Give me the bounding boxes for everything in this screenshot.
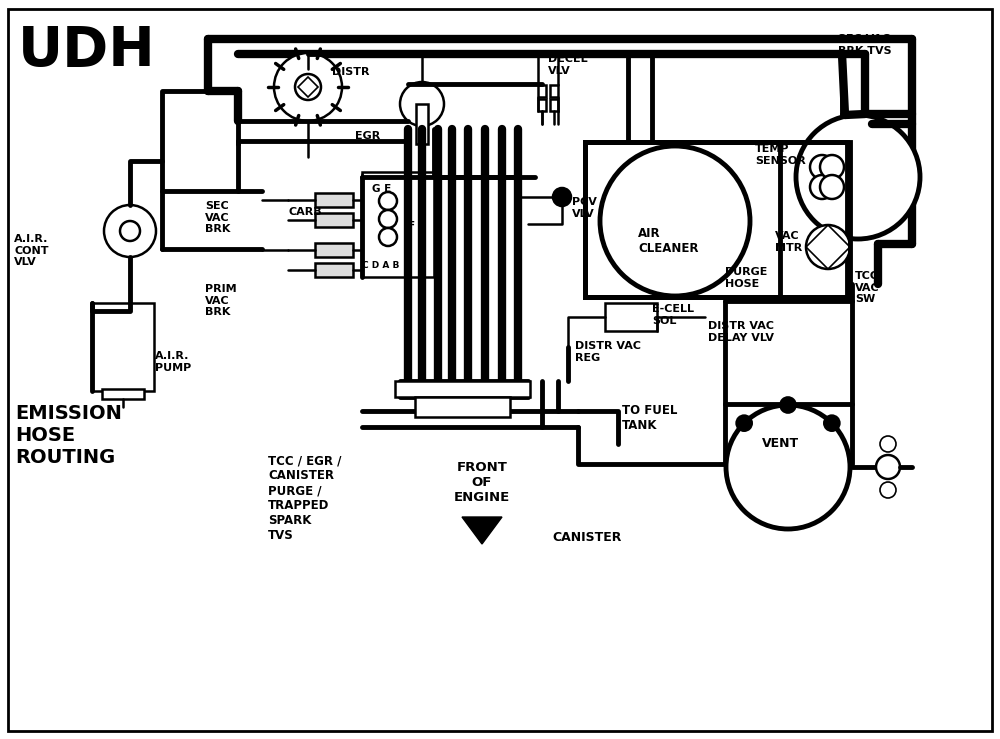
Circle shape	[736, 415, 752, 431]
Bar	[92, 303, 154, 391]
Circle shape	[379, 210, 397, 228]
Text: TEMP
SENSOR: TEMP SENSOR	[755, 144, 806, 166]
Circle shape	[726, 405, 850, 529]
Text: C D A B: C D A B	[362, 261, 399, 270]
Text: DISTR VAC
DELAY VLV: DISTR VAC DELAY VLV	[708, 321, 774, 343]
Bar	[102, 389, 144, 399]
Text: TCC
VAC
SW: TCC VAC SW	[855, 271, 880, 304]
Circle shape	[810, 229, 834, 253]
Text: CANISTER: CANISTER	[552, 531, 621, 544]
Circle shape	[820, 175, 844, 199]
Circle shape	[810, 155, 834, 179]
Text: A.I.R.
PUMP: A.I.R. PUMP	[155, 351, 191, 372]
Bar	[362, 172, 434, 277]
Text: DISTR: DISTR	[332, 67, 370, 77]
Text: UDH: UDH	[18, 24, 156, 78]
Bar	[415, 397, 510, 417]
Circle shape	[104, 205, 156, 257]
Circle shape	[295, 74, 321, 100]
Circle shape	[824, 415, 840, 431]
Text: PCV
VLV: PCV VLV	[572, 197, 597, 219]
Text: DISTR VAC
REG: DISTR VAC REG	[575, 341, 641, 363]
Bar	[315, 193, 353, 207]
Circle shape	[553, 188, 571, 206]
Bar	[585, 142, 850, 297]
Bar	[585, 142, 780, 297]
Text: PRIM
VAC
BRK: PRIM VAC BRK	[205, 284, 237, 317]
Bar	[395, 381, 530, 397]
Circle shape	[810, 175, 834, 199]
Circle shape	[880, 436, 896, 452]
Bar	[538, 99, 546, 111]
Text: DECEL
VLV: DECEL VLV	[548, 54, 588, 75]
Text: VAC
MTR: VAC MTR	[775, 231, 802, 253]
Circle shape	[379, 228, 397, 246]
Bar	[538, 85, 546, 97]
Circle shape	[274, 53, 342, 121]
Bar	[605, 303, 657, 331]
Polygon shape	[462, 517, 502, 544]
Bar	[585, 142, 847, 297]
Circle shape	[876, 455, 900, 479]
Circle shape	[880, 482, 896, 498]
Circle shape	[600, 146, 750, 296]
Text: FRONT
OF
ENGINE: FRONT OF ENGINE	[454, 461, 510, 504]
Text: SEC
VAC
BRK: SEC VAC BRK	[205, 201, 230, 234]
Bar	[315, 213, 353, 227]
Bar	[416, 104, 428, 144]
Circle shape	[806, 225, 850, 269]
Text: VENT: VENT	[762, 437, 799, 450]
Text: PURGE
HOSE: PURGE HOSE	[725, 267, 767, 289]
Text: A.I.R.
CONT
VLV: A.I.R. CONT VLV	[14, 234, 49, 268]
Text: CARB: CARB	[288, 207, 322, 217]
Text: F: F	[408, 221, 415, 231]
Circle shape	[379, 192, 397, 210]
Text: SEC VAC
BRK TVS: SEC VAC BRK TVS	[838, 34, 892, 55]
Circle shape	[820, 155, 844, 179]
Text: E-CELL
SOL: E-CELL SOL	[652, 304, 694, 326]
Text: EGR: EGR	[355, 131, 380, 141]
Text: EMISSION
HOSE
ROUTING: EMISSION HOSE ROUTING	[15, 404, 122, 467]
Bar	[550, 99, 558, 111]
Text: AIR
CLEANER: AIR CLEANER	[638, 227, 698, 255]
Bar	[550, 85, 558, 97]
Circle shape	[120, 221, 140, 241]
Text: TCC / EGR /
CANISTER
PURGE /
TRAPPED
SPARK
TVS: TCC / EGR / CANISTER PURGE / TRAPPED SPA…	[268, 454, 341, 542]
Circle shape	[796, 115, 920, 239]
Text: TO FUEL
TANK: TO FUEL TANK	[622, 404, 677, 432]
Bar	[315, 263, 353, 277]
Circle shape	[780, 397, 796, 413]
Text: G E: G E	[372, 184, 391, 194]
Circle shape	[400, 82, 444, 126]
Bar	[315, 243, 353, 257]
